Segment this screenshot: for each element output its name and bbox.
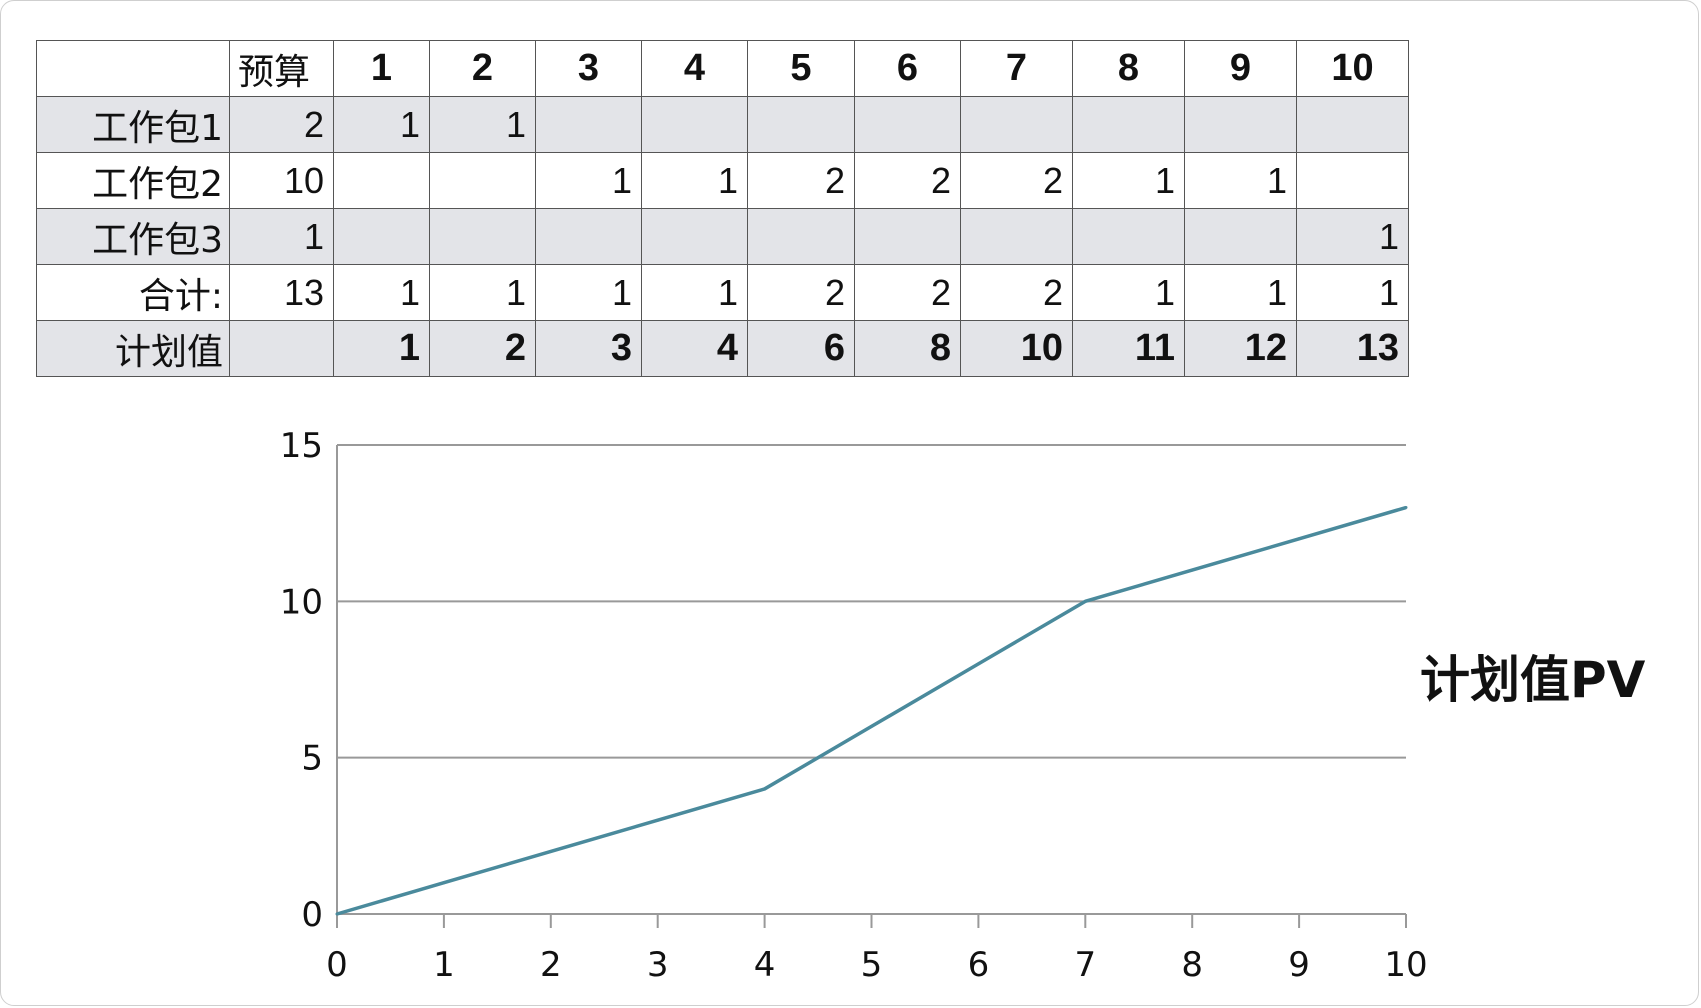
value-cell: 13: [1296, 320, 1409, 377]
value-cell: 1: [641, 264, 748, 321]
value-cell: [641, 208, 748, 265]
value-cell: 1: [1296, 208, 1409, 265]
value-cell: [429, 208, 536, 265]
header-period-cell: 2: [429, 40, 536, 97]
planned-value-table: 预算 1 2 3 4 5 6 7 8 9 10 工作包1 2 1 1 工作包2 10 1 1 2 2 2 1 1 工作包3 1 1 合…: [36, 40, 1409, 377]
value-cell: 1: [641, 152, 748, 209]
value-cell: 2: [960, 152, 1073, 209]
row-label-cell: 工作包1: [36, 96, 230, 153]
value-cell: [854, 208, 961, 265]
x-tick-label: 8: [1181, 945, 1203, 985]
value-cell: 1: [429, 96, 536, 153]
table-row: 工作包1 2 1 1: [36, 96, 1409, 153]
series-layer: [335, 505, 1408, 916]
planned-value-point: [549, 849, 553, 853]
tick-labels: 0 5 10 15 0 1 2 3 4 5 6 7 8 9 10: [280, 426, 1428, 985]
value-cell: [960, 208, 1073, 265]
value-cell: [854, 96, 961, 153]
value-cell: 2: [960, 264, 1073, 321]
planned-value-point: [1083, 599, 1087, 603]
value-cell: [535, 96, 642, 153]
y-tick-label: 5: [301, 739, 323, 779]
value-cell: 3: [535, 320, 642, 377]
x-tick-label: 6: [968, 945, 990, 985]
table-row: 工作包2 10 1 1 2 2 2 1 1: [36, 152, 1409, 209]
x-tick-label: 9: [1288, 945, 1310, 985]
header-period-cell: 4: [641, 40, 748, 97]
header-budget-cell: 预算: [229, 40, 334, 97]
x-tick-label: 1: [433, 945, 455, 985]
table-row: 工作包3 1 1: [36, 208, 1409, 265]
header-period-cell: 8: [1072, 40, 1185, 97]
value-cell: 1: [535, 152, 642, 209]
value-cell: 1: [1184, 152, 1297, 209]
planned-value-point: [763, 787, 767, 791]
table-header-row: 预算 1 2 3 4 5 6 7 8 9 10: [36, 40, 1409, 97]
header-period-cell: 7: [960, 40, 1073, 97]
planned-value-point: [976, 662, 980, 666]
value-cell: 2: [854, 264, 961, 321]
planned-value-point: [1297, 537, 1301, 541]
value-cell: 10: [960, 320, 1073, 377]
planned-value-point: [870, 724, 873, 728]
value-cell: 1: [333, 320, 430, 377]
value-cell: [747, 208, 855, 265]
value-cell: 4: [641, 320, 748, 377]
y-tick-label: 0: [301, 895, 323, 935]
y-tick-label: 10: [280, 582, 323, 622]
value-cell: [960, 96, 1073, 153]
x-tick-label: 7: [1074, 945, 1096, 985]
x-tick-label: 2: [540, 945, 562, 985]
axes: [336, 445, 1407, 928]
table-row: 计划值 1 2 3 4 6 8 10 11 12 13: [36, 320, 1409, 377]
y-tick-label: 15: [280, 426, 323, 466]
planned-value-point: [1190, 568, 1194, 572]
gridlines: [337, 444, 1406, 759]
value-cell: [641, 96, 748, 153]
value-cell: [1184, 96, 1297, 153]
budget-cell: 10: [229, 152, 334, 209]
value-cell: 1: [535, 264, 642, 321]
row-label-cell: 计划值: [36, 320, 230, 377]
value-cell: 1: [1184, 264, 1297, 321]
value-cell: 8: [854, 320, 961, 377]
x-tick-label: 3: [647, 945, 669, 985]
value-cell: [1072, 96, 1185, 153]
value-cell: [333, 208, 430, 265]
header-period-cell: 3: [535, 40, 642, 97]
header-period-cell: 9: [1184, 40, 1297, 97]
value-cell: 11: [1072, 320, 1185, 377]
value-cell: [747, 96, 855, 153]
value-cell: [1184, 208, 1297, 265]
planned-value-point: [656, 818, 660, 822]
value-cell: 12: [1184, 320, 1297, 377]
value-cell: 6: [747, 320, 855, 377]
x-tick-label: 10: [1384, 945, 1427, 985]
budget-cell: 2: [229, 96, 334, 153]
value-cell: [1072, 208, 1185, 265]
row-label-cell: 合计:: [36, 264, 230, 321]
value-cell: 1: [333, 96, 430, 153]
chart-title: 计划值PV: [1420, 651, 1646, 709]
header-period-cell: 6: [854, 40, 961, 97]
header-period-cell: 10: [1296, 40, 1409, 97]
x-tick-label: 4: [754, 945, 776, 985]
planned-value-point: [335, 912, 339, 916]
x-tick-label: 5: [861, 945, 883, 985]
value-cell: [1296, 96, 1409, 153]
table-row: 合计: 13 1 1 1 1 2 2 2 1 1 1: [36, 264, 1409, 321]
planned-value-point: [442, 881, 446, 885]
value-cell: 2: [854, 152, 961, 209]
value-cell: 2: [747, 152, 855, 209]
planned-value-series-line: [336, 505, 1407, 916]
planned-value-point: [1404, 506, 1408, 510]
x-tick-label: 0: [326, 945, 348, 985]
value-cell: [1296, 152, 1409, 209]
row-label-cell: 工作包3: [36, 208, 230, 265]
budget-cell: [229, 320, 334, 377]
